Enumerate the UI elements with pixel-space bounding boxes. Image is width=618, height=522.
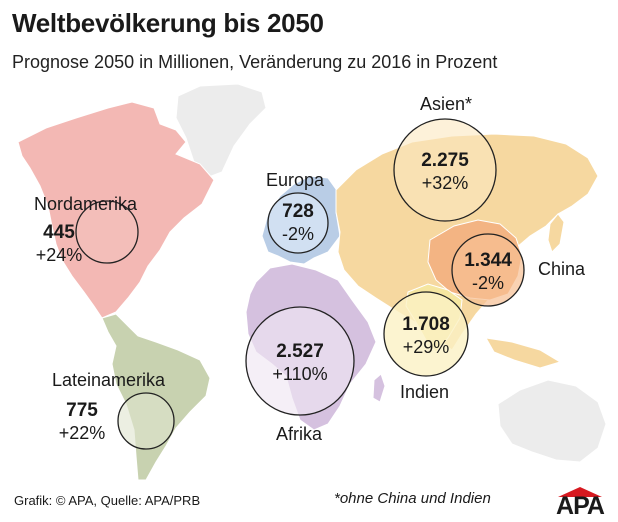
value-lateinamerika-change: +22%: [58, 423, 106, 443]
value-afrika: 2.527 +110%: [258, 341, 342, 385]
label-afrika: Afrika: [276, 424, 323, 444]
circle-lateinamerika: [117, 392, 175, 450]
circle-afrika: [245, 306, 355, 416]
apa-logo: APA: [548, 487, 612, 520]
greenland-shape: [175, 83, 267, 179]
madagaskar-shape: [372, 373, 386, 403]
circle-china: [451, 233, 525, 307]
value-indien-number: 1.708: [402, 314, 450, 335]
value-indien: 1.708 +29%: [388, 314, 464, 358]
value-nordamerika: 445 +24%: [30, 222, 88, 266]
circle-indien: [383, 291, 469, 377]
japan-shape: [547, 213, 565, 253]
label-nordamerika: Nordamerika: [34, 194, 138, 214]
label-lateinamerika: Lateinamerika: [52, 370, 166, 390]
australien-shape: [497, 379, 607, 463]
value-nordamerika-change: +24%: [35, 245, 83, 265]
logo-wedge-icon: [558, 487, 602, 497]
label-europa: Europa: [266, 170, 325, 190]
value-asien-change: +32%: [421, 173, 469, 193]
label-asien: Asien*: [420, 94, 473, 114]
logo-text: APA: [556, 492, 605, 520]
footnote: *ohne China und Indien: [334, 490, 491, 507]
value-europa-number: 728: [282, 201, 314, 222]
label-china: China: [538, 259, 586, 279]
value-afrika-number: 2.527: [276, 341, 324, 362]
value-china-number: 1.344: [464, 250, 512, 271]
value-asien-number: 2.275: [421, 150, 469, 171]
circles-layer: [75, 118, 525, 450]
value-lateinamerika: 775 +22%: [52, 400, 112, 444]
value-lateinamerika-number: 775: [66, 400, 98, 421]
value-china-change: -2%: [471, 273, 504, 293]
label-indien: Indien: [400, 382, 450, 402]
indonesien-shape: [485, 337, 562, 369]
value-indien-change: +29%: [402, 337, 450, 357]
chart-title: Weltbevölkerung bis 2050: [12, 8, 324, 38]
value-asien: 2.275 +32%: [405, 150, 485, 194]
value-nordamerika-number: 445: [43, 222, 75, 243]
circle-europa: [267, 192, 329, 254]
value-europa: 728 -2%: [268, 201, 328, 245]
value-europa-change: -2%: [281, 224, 314, 244]
value-afrika-change: +110%: [272, 364, 328, 384]
source-credit: Grafik: © APA, Quelle: APA/PRB: [14, 493, 201, 508]
circle-nordamerika: [75, 200, 139, 264]
circle-asien: [393, 118, 497, 222]
chart-subtitle: Prognose 2050 in Millionen, Veränderung …: [12, 52, 498, 72]
value-china: 1.344 -2%: [450, 250, 526, 294]
